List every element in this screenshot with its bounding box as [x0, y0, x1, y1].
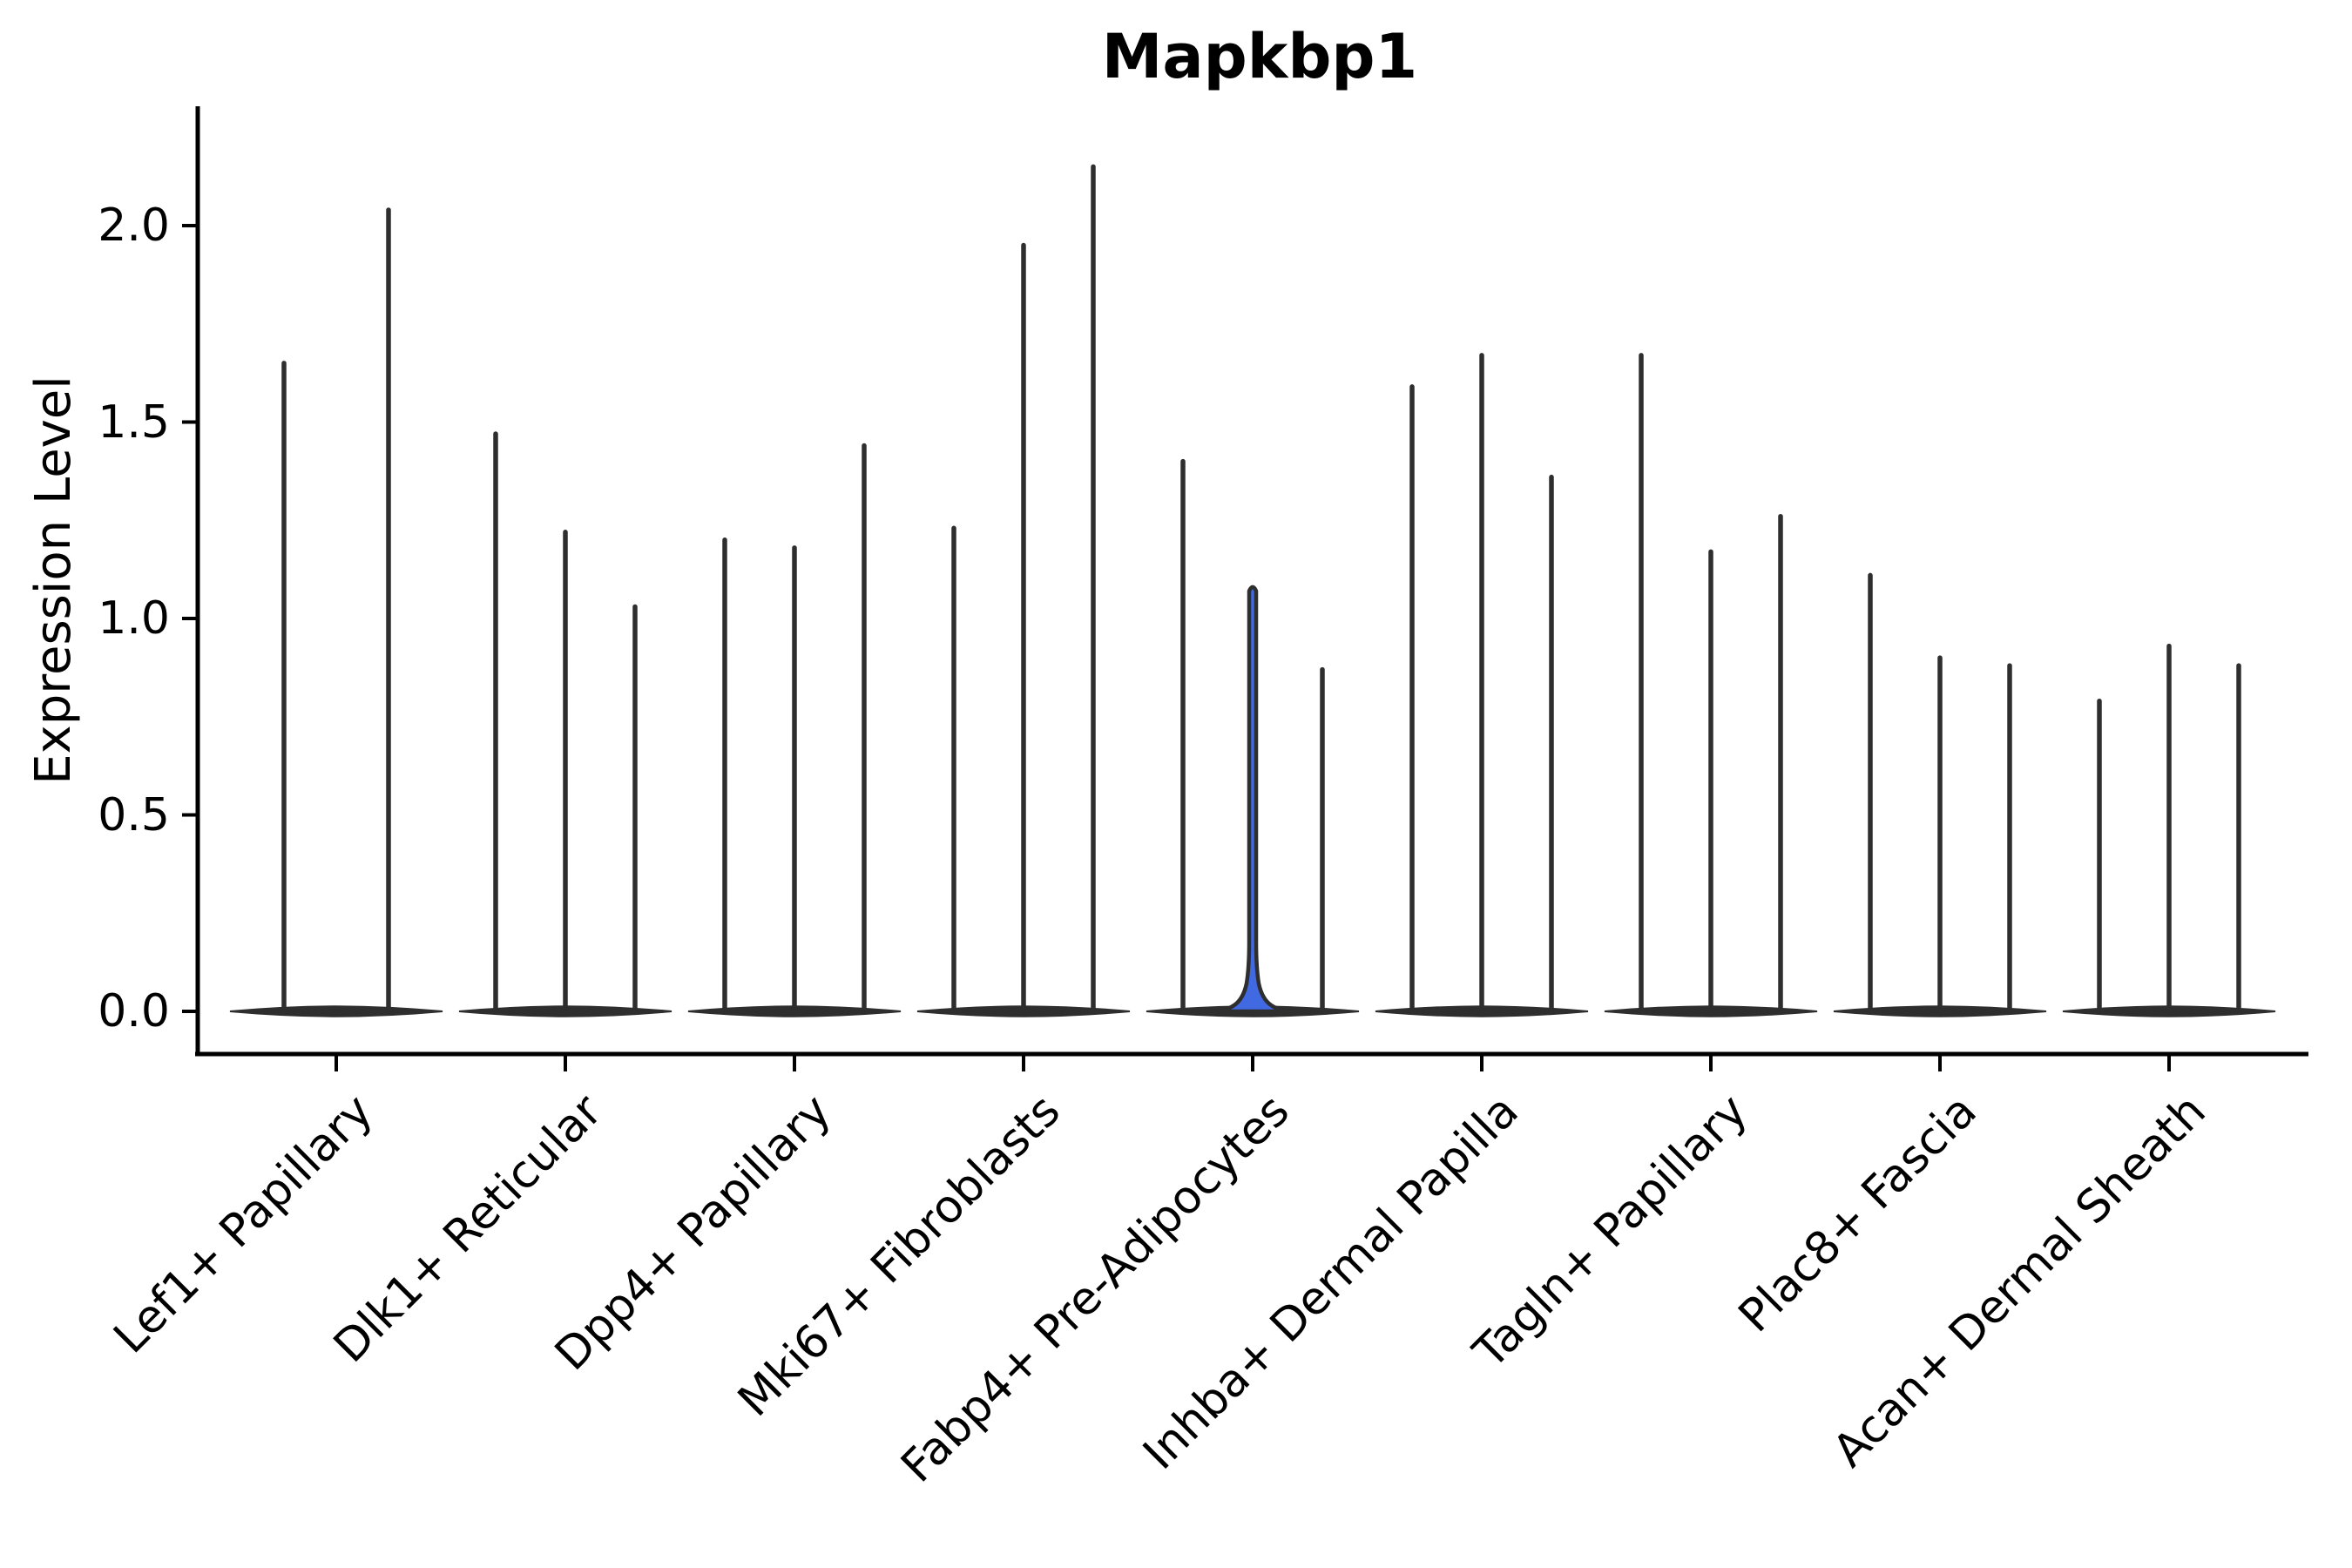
violin-highlighted: [1214, 585, 1291, 1014]
y-tick-label: 1.5: [98, 395, 170, 449]
y-tick-label: 2.0: [98, 199, 170, 252]
violin-base: [229, 1005, 443, 1017]
y-tick-label: 1.0: [98, 592, 170, 645]
y-tick-label: 0.0: [98, 985, 170, 1037]
y-tick-label: 0.5: [98, 788, 170, 841]
plot-title: Mapkbp1: [1101, 21, 1418, 92]
